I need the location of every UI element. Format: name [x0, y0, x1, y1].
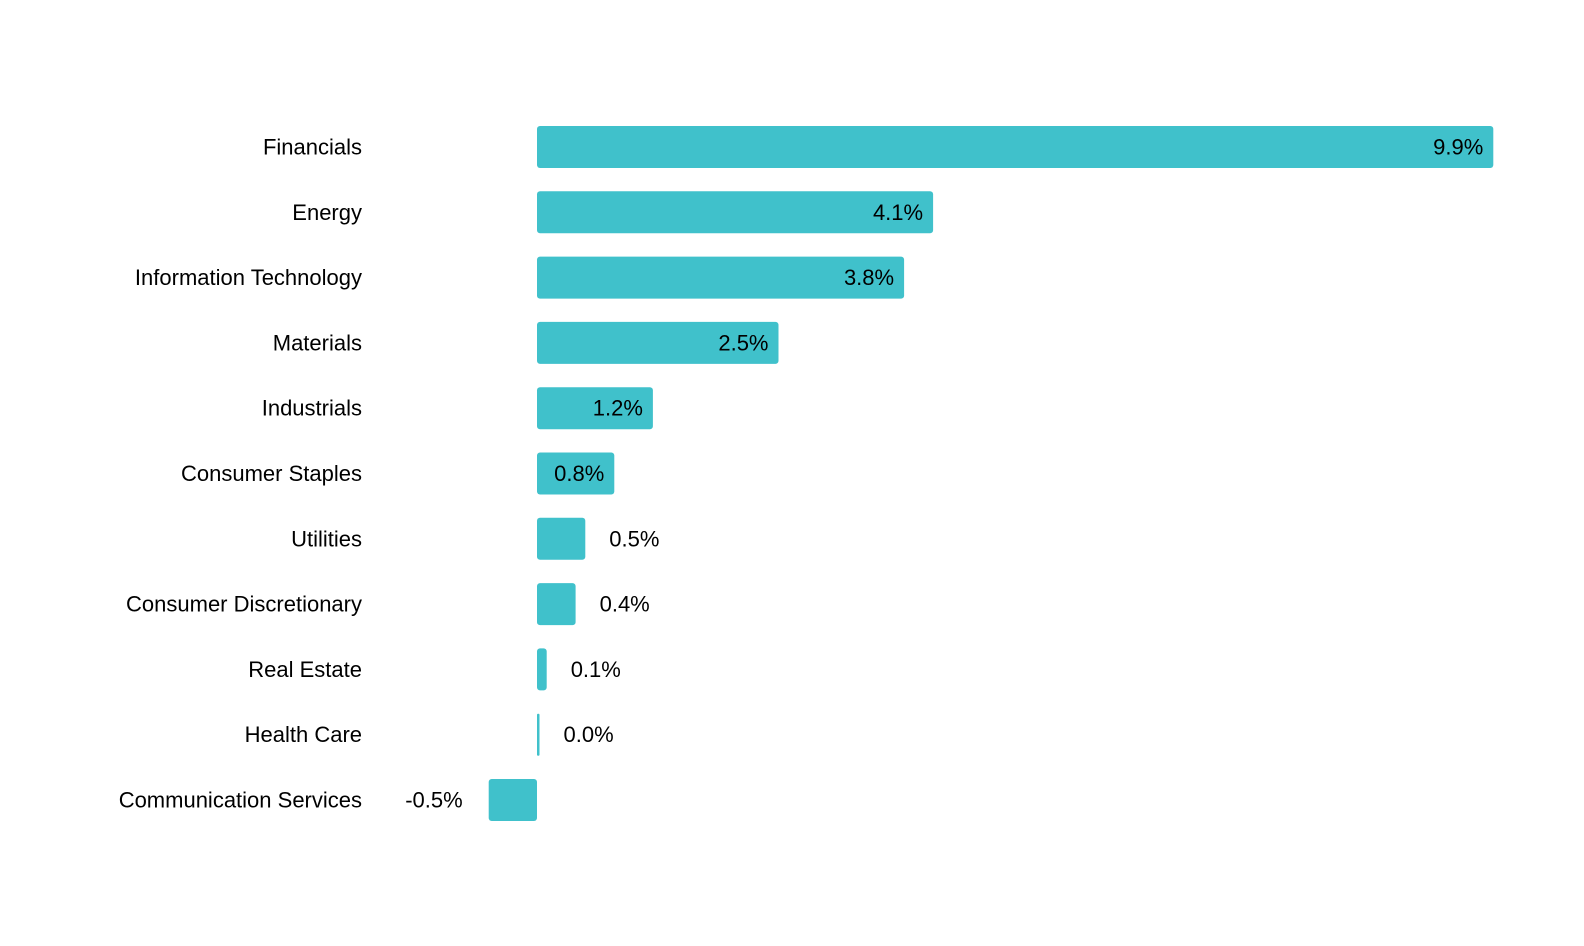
- value-labels: 9.9% 4.1% 3.8% 2.5% 1.2% 0.8% 0.5% 0.4% 0.1% 0.0%…: [405, 135, 1483, 813]
- value-label-materials: 2.5%: [718, 330, 768, 355]
- category-label-communication-services: Communication Services: [119, 788, 362, 813]
- value-label-industrials: 1.2%: [593, 396, 643, 421]
- bar-consumer-discretionary: [537, 583, 576, 626]
- value-label-consumer-discretionary: 0.4%: [600, 592, 650, 617]
- value-label-financials: 9.9%: [1433, 135, 1483, 160]
- category-label-information-technology: Information Technology: [135, 265, 362, 290]
- bar-consumer-staples: [537, 452, 615, 495]
- bar-financials: [537, 126, 1494, 168]
- value-label-health-care: 0.0%: [564, 722, 614, 747]
- category-label-utilities: Utilities: [291, 526, 362, 551]
- bar-utilities: [537, 517, 586, 560]
- value-label-utilities: 0.5%: [609, 526, 659, 551]
- category-labels: Financials Energy Information Technology Ma…: [119, 135, 362, 813]
- bar-information-technology: [537, 256, 905, 299]
- value-label-communication-services: -0.5%: [405, 788, 462, 813]
- category-label-health-care: Health Care: [245, 722, 362, 747]
- value-label-real-estate: 0.1%: [571, 657, 621, 682]
- bar-real-estate: [537, 648, 547, 691]
- category-label-materials: Materials: [273, 330, 362, 355]
- value-label-information-technology: 3.8%: [844, 265, 894, 290]
- category-label-consumer-staples: Consumer Staples: [181, 461, 362, 486]
- bar-health-care: [537, 713, 540, 756]
- bar-materials: [537, 321, 779, 364]
- value-label-consumer-staples: 0.8%: [554, 461, 604, 486]
- category-label-energy: Energy: [292, 200, 362, 225]
- bar-communication-services: [488, 779, 537, 821]
- value-label-energy: 4.1%: [873, 200, 923, 225]
- bar-industrials: [537, 387, 653, 430]
- bars-layer: [488, 126, 1494, 821]
- category-label-consumer-discretionary: Consumer Discretionary: [126, 592, 362, 617]
- bar-energy: [537, 191, 934, 234]
- category-label-financials: Financials: [263, 135, 362, 160]
- category-label-real-estate: Real Estate: [248, 657, 362, 682]
- category-label-industrials: Industrials: [262, 396, 362, 421]
